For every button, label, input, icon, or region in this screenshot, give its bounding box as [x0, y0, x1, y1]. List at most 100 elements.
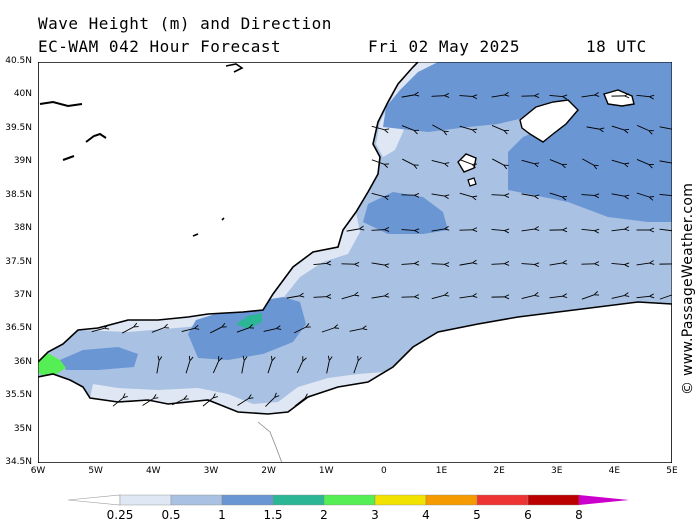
reservoir-line — [192, 233, 199, 237]
legend-label: 6 — [524, 508, 532, 522]
direction-arrow — [549, 95, 563, 96]
direction-arrow — [549, 263, 563, 266]
longitude-label: 2E — [493, 466, 505, 476]
longitude-label: 5W — [88, 466, 103, 476]
direction-arrow — [521, 295, 535, 300]
latitude-label: 39.5N — [5, 122, 32, 133]
latitude-label: 40.5N — [5, 56, 32, 66]
direction-arrow — [401, 125, 414, 131]
direction-arrow — [313, 297, 327, 298]
direction-arrow — [636, 192, 649, 197]
direction-arrow — [659, 295, 672, 300]
sea-high-north — [383, 62, 672, 222]
legend-swatch — [323, 494, 376, 506]
latitude-label: 38.5N — [5, 189, 32, 200]
direction-arrow — [611, 263, 625, 264]
direction-arrow — [286, 296, 300, 299]
latitude-label: 36.5N — [5, 323, 32, 334]
legend-label: 4 — [422, 508, 430, 522]
legend-swatch — [67, 494, 121, 506]
direction-arrow — [371, 125, 385, 129]
direction-arrow — [431, 295, 445, 300]
legend-label: 2 — [320, 508, 328, 522]
legend-swatch — [272, 494, 325, 506]
direction-arrow — [341, 295, 354, 300]
direction-arrow — [582, 158, 593, 165]
legend-label: 5 — [473, 508, 481, 522]
direction-arrow — [459, 296, 473, 299]
direction-arrow — [636, 159, 649, 164]
direction-arrow — [611, 159, 624, 164]
direction-arrow — [459, 263, 473, 266]
forecast-label: EC-WAM 042 Hour Forecast — [38, 37, 282, 56]
wave-direction-arrows — [91, 95, 672, 407]
direction-arrow — [431, 159, 445, 163]
direction-arrow — [241, 361, 244, 374]
direction-arrow — [371, 159, 384, 164]
direction-arrow — [142, 398, 154, 406]
direction-arrow — [346, 229, 360, 232]
legend-label: 1.5 — [263, 508, 283, 522]
direction-arrow — [202, 398, 213, 407]
direction-arrow — [210, 327, 222, 334]
direction-arrow — [581, 195, 595, 196]
direction-arrow — [371, 230, 385, 231]
direction-arrow — [459, 159, 472, 165]
direction-arrow — [112, 398, 123, 407]
latitude-label: 35.5N — [5, 390, 32, 401]
latitude-label: 40N — [13, 89, 32, 100]
latitude-label: 37.5N — [5, 256, 32, 267]
island-ibiza — [457, 153, 477, 173]
direction-arrow — [326, 361, 330, 374]
sea-max — [38, 350, 66, 376]
direction-arrow — [401, 95, 415, 98]
direction-arrow — [236, 328, 249, 333]
direction-arrow — [401, 264, 415, 265]
direction-arrow — [491, 125, 504, 130]
direction-arrow — [171, 399, 184, 406]
direction-arrow — [432, 124, 443, 131]
direction-arrow — [521, 193, 535, 196]
border-line — [257, 421, 283, 463]
longitude-label: 4E — [608, 466, 621, 476]
direction-arrow — [293, 327, 306, 334]
legend-swatch — [221, 494, 274, 506]
direction-arrow — [431, 264, 445, 265]
reservoir-line — [85, 132, 107, 143]
direction-arrow — [296, 361, 302, 374]
direction-arrow — [122, 327, 133, 334]
direction-arrow — [349, 329, 363, 332]
direction-arrow — [492, 158, 503, 165]
direction-arrow — [294, 398, 305, 407]
direction-arrow — [459, 125, 472, 130]
sea-high-center — [363, 192, 448, 234]
longitude-label: 3W — [203, 466, 219, 476]
direction-arrow — [91, 328, 105, 333]
forecast-time: 18 UTC — [586, 37, 647, 56]
direction-arrow — [313, 263, 327, 264]
sea-high-west — [60, 347, 138, 370]
direction-arrow — [611, 296, 625, 299]
wave-height-legend — [67, 494, 629, 506]
legend-label: 8 — [575, 508, 583, 522]
direction-arrow — [659, 126, 672, 130]
island-mallorca — [519, 99, 579, 143]
direction-arrow — [371, 192, 385, 196]
island-formentera — [467, 177, 477, 187]
direction-arrow — [402, 158, 414, 165]
land-africa — [38, 301, 672, 463]
latitude-label: 38N — [13, 223, 32, 234]
direction-arrow — [636, 95, 650, 96]
direction-arrow — [431, 229, 445, 232]
direction-arrow — [549, 296, 563, 299]
direction-arrow — [581, 95, 595, 98]
direction-arrow — [586, 126, 600, 129]
direction-arrow — [659, 193, 672, 196]
latitude-label: 35N — [13, 423, 32, 434]
direction-arrow — [521, 229, 535, 232]
reservoir-line — [62, 155, 75, 161]
land-spain — [38, 62, 420, 364]
direction-arrow — [353, 361, 358, 374]
longitude-label: 6W — [30, 466, 46, 476]
direction-arrow — [156, 361, 159, 374]
